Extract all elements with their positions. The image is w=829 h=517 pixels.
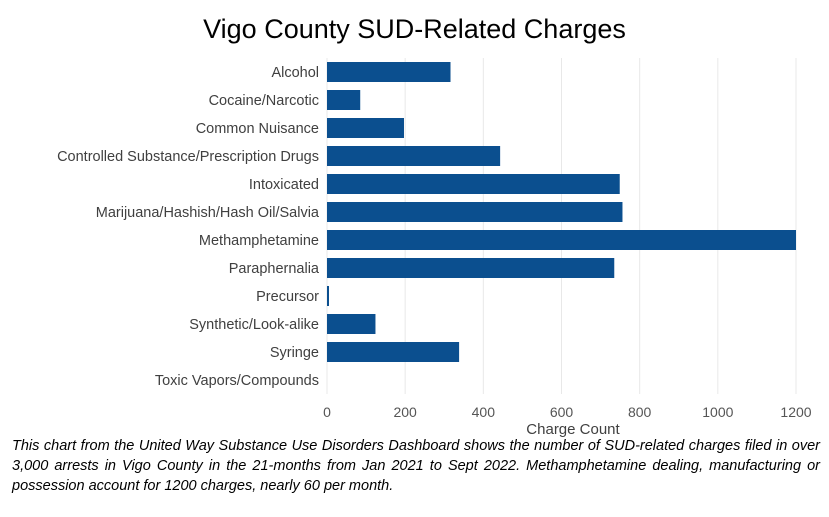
grid-lines bbox=[326, 58, 797, 394]
bar bbox=[327, 90, 361, 110]
bar bbox=[327, 342, 460, 362]
bar bbox=[327, 314, 376, 334]
x-tick-label: 1000 bbox=[702, 404, 733, 420]
x-tick-label: 600 bbox=[550, 404, 574, 420]
category-label: Precursor bbox=[256, 289, 319, 305]
category-label: Marijuana/Hashish/Hash Oil/Salvia bbox=[96, 205, 320, 221]
category-label: Common Nuisance bbox=[196, 121, 319, 137]
bars bbox=[327, 62, 796, 362]
category-label: Intoxicated bbox=[249, 177, 319, 193]
category-label: Paraphernalia bbox=[229, 261, 320, 277]
category-label: Cocaine/Narcotic bbox=[209, 93, 319, 109]
x-tick-labels: 0 200 400 600 800 1000 1200 bbox=[323, 404, 812, 420]
bar-chart: Alcohol Cocaine/Narcotic Common Nuisance Co… bbox=[57, 58, 812, 438]
x-tick-label: 400 bbox=[472, 404, 496, 420]
x-tick-label: 200 bbox=[393, 404, 417, 420]
category-labels: Alcohol Cocaine/Narcotic Common Nuisance Co… bbox=[57, 65, 320, 389]
category-label: Syringe bbox=[270, 345, 319, 361]
bar bbox=[327, 286, 329, 306]
category-label: Methamphetamine bbox=[199, 233, 319, 249]
chart-title: Vigo County SUD-Related Charges bbox=[203, 14, 626, 44]
bar bbox=[327, 118, 404, 138]
category-label: Alcohol bbox=[271, 65, 319, 81]
bar bbox=[327, 258, 615, 278]
x-tick-label: 800 bbox=[628, 404, 652, 420]
chart-caption: This chart from the United Way Substance… bbox=[12, 438, 820, 494]
bar bbox=[327, 202, 623, 222]
bar bbox=[327, 230, 796, 250]
x-tick-label: 1200 bbox=[780, 404, 811, 420]
x-tick-label: 0 bbox=[323, 404, 331, 420]
category-label: Synthetic/Look-alike bbox=[189, 317, 319, 333]
bar bbox=[327, 174, 620, 194]
bar bbox=[327, 62, 451, 82]
x-axis-title: Charge Count bbox=[526, 421, 620, 438]
category-label: Controlled Substance/Prescription Drugs bbox=[57, 149, 319, 165]
bar bbox=[327, 146, 501, 166]
category-label: Toxic Vapors/Compounds bbox=[155, 373, 319, 389]
